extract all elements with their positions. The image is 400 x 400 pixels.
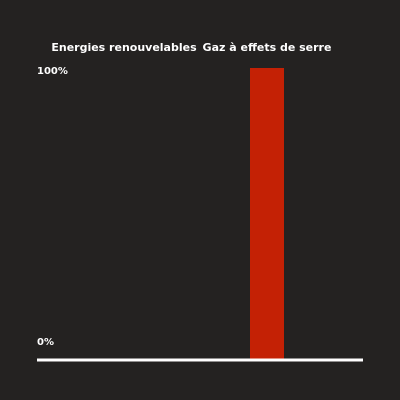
category-label-gaz-a-effets-de-serre: Gaz à effets de serre: [203, 41, 332, 54]
y-tick-label-0: 0%: [37, 337, 54, 348]
bar-gaz-a-effets-de-serre: [250, 68, 284, 360]
y-tick-label-100: 100%: [37, 66, 68, 77]
bars-group: [250, 68, 284, 360]
category-label-energies-renouvelables: Energies renouvelables: [51, 41, 197, 54]
